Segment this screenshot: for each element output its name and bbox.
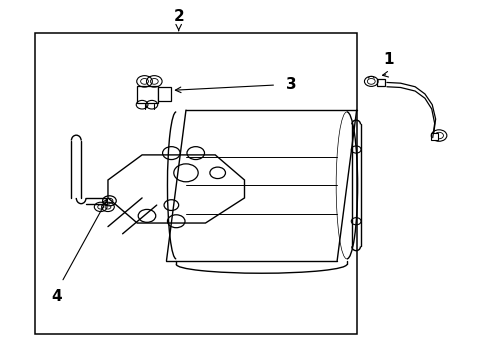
Bar	[137, 86, 158, 103]
Text: 2: 2	[173, 9, 183, 24]
Bar	[430, 133, 437, 140]
Text: 1: 1	[382, 52, 393, 67]
Text: 3: 3	[285, 77, 296, 93]
Text: 4: 4	[51, 289, 62, 304]
Bar	[376, 78, 384, 86]
Bar	[158, 87, 171, 101]
Bar	[35, 33, 356, 334]
